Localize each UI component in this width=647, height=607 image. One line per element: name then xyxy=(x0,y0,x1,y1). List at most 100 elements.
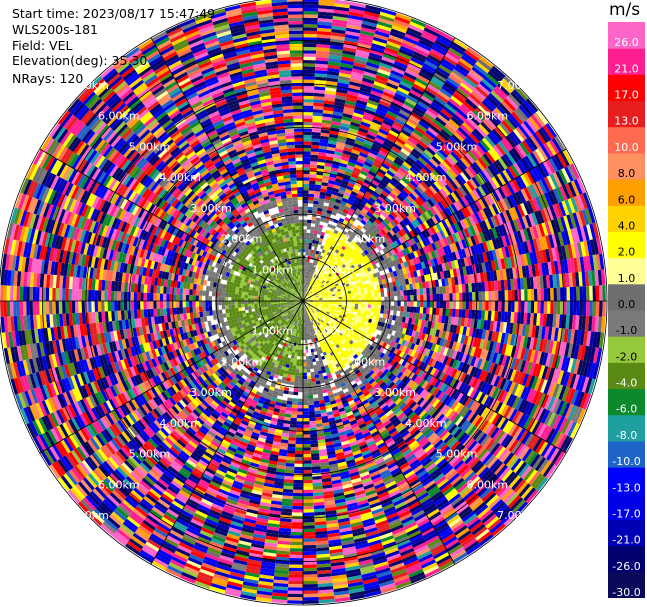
velocity-cell xyxy=(356,179,364,185)
velocity-cell xyxy=(357,155,367,162)
velocity-cell xyxy=(348,242,354,248)
velocity-cell xyxy=(448,308,453,317)
velocity-cell xyxy=(374,209,382,217)
velocity-cell xyxy=(394,171,404,180)
velocity-cell xyxy=(441,160,451,171)
velocity-cell xyxy=(366,286,371,291)
velocity-cell xyxy=(317,21,333,26)
velocity-cell xyxy=(457,60,472,72)
velocity-cell xyxy=(387,301,391,306)
velocity-cell xyxy=(314,227,319,231)
velocity-cell xyxy=(335,178,343,184)
velocity-cell xyxy=(374,174,383,181)
velocity-cell xyxy=(361,294,365,298)
velocity-cell xyxy=(369,149,379,156)
velocity-cell xyxy=(360,307,365,311)
velocity-cell xyxy=(410,18,427,28)
velocity-cell xyxy=(303,235,307,240)
velocity-cell xyxy=(373,289,378,294)
velocity-cell xyxy=(318,5,334,10)
velocity-cell xyxy=(307,206,313,211)
velocity-cell xyxy=(361,297,365,301)
velocity-cell xyxy=(310,161,318,165)
velocity-cell xyxy=(334,0,351,5)
velocity-cell xyxy=(303,200,309,204)
velocity-cell xyxy=(366,102,378,110)
velocity-cell xyxy=(391,161,401,170)
velocity-cell xyxy=(346,93,358,100)
velocity-cell xyxy=(308,290,311,294)
velocity-cell xyxy=(389,179,398,188)
velocity-cell xyxy=(423,89,436,99)
velocity-cell xyxy=(416,294,421,301)
velocity-cell xyxy=(321,256,326,261)
velocity-cell xyxy=(323,273,327,277)
velocity-cell xyxy=(392,199,400,207)
velocity-cell xyxy=(341,197,348,203)
velocity-cell xyxy=(346,199,354,206)
velocity-cell xyxy=(420,95,433,105)
velocity-cell xyxy=(313,102,324,107)
velocity-cell xyxy=(436,93,449,104)
velocity-cell xyxy=(326,244,332,249)
velocity-cell xyxy=(358,173,367,180)
velocity-cell xyxy=(308,187,315,191)
velocity-cell xyxy=(326,146,336,152)
velocity-cell xyxy=(347,17,363,24)
velocity-cell xyxy=(344,205,351,211)
velocity-cell xyxy=(342,259,347,264)
velocity-cell xyxy=(426,301,430,308)
velocity-cell xyxy=(304,265,307,269)
velocity-cell xyxy=(308,196,314,201)
velocity-cell xyxy=(341,250,347,255)
velocity-cell xyxy=(387,319,393,325)
velocity-cell xyxy=(310,292,314,295)
velocity-cell xyxy=(491,290,496,301)
velocity-cell xyxy=(354,295,359,299)
velocity-cell xyxy=(321,211,327,217)
velocity-cell xyxy=(419,154,430,163)
velocity-cell xyxy=(303,291,304,295)
velocity-cell xyxy=(408,24,424,34)
velocity-cell xyxy=(475,291,479,301)
velocity-cell xyxy=(440,128,452,139)
velocity-cell xyxy=(419,36,435,46)
velocity-cell xyxy=(375,134,386,142)
velocity-cell xyxy=(376,153,387,160)
velocity-cell xyxy=(405,97,417,107)
velocity-cell xyxy=(383,209,391,216)
velocity-cell xyxy=(360,291,365,295)
velocity-cell xyxy=(338,206,345,212)
velocity-cell xyxy=(422,288,427,295)
velocity-cell xyxy=(396,115,408,124)
velocity-cell xyxy=(356,46,371,53)
velocity-cell xyxy=(336,138,346,144)
velocity-cell xyxy=(374,137,385,145)
velocity-cell xyxy=(353,199,360,206)
velocity-cell xyxy=(364,297,369,301)
velocity-cell xyxy=(371,297,375,301)
velocity-cell xyxy=(451,41,467,53)
velocity-cell xyxy=(433,119,445,129)
velocity-cell xyxy=(415,185,424,195)
velocity-cell xyxy=(484,116,497,129)
velocity-cell xyxy=(350,224,357,230)
velocity-cell xyxy=(309,290,312,294)
velocity-cell xyxy=(324,243,329,248)
velocity-cell xyxy=(458,106,471,117)
velocity-cell xyxy=(318,258,322,263)
velocity-cell xyxy=(322,268,326,272)
velocity-cell xyxy=(404,123,415,132)
velocity-cell xyxy=(422,63,437,73)
velocity-cell xyxy=(374,304,378,309)
velocity-cell xyxy=(392,143,403,151)
velocity-cell xyxy=(314,184,322,189)
velocity-cell xyxy=(403,301,408,307)
velocity-cell xyxy=(323,106,334,112)
velocity-cell xyxy=(395,184,404,193)
velocity-cell xyxy=(367,304,372,309)
velocity-cell xyxy=(406,289,411,296)
velocity-cell xyxy=(364,307,368,312)
velocity-cell xyxy=(319,283,324,287)
velocity-cell xyxy=(331,258,336,263)
